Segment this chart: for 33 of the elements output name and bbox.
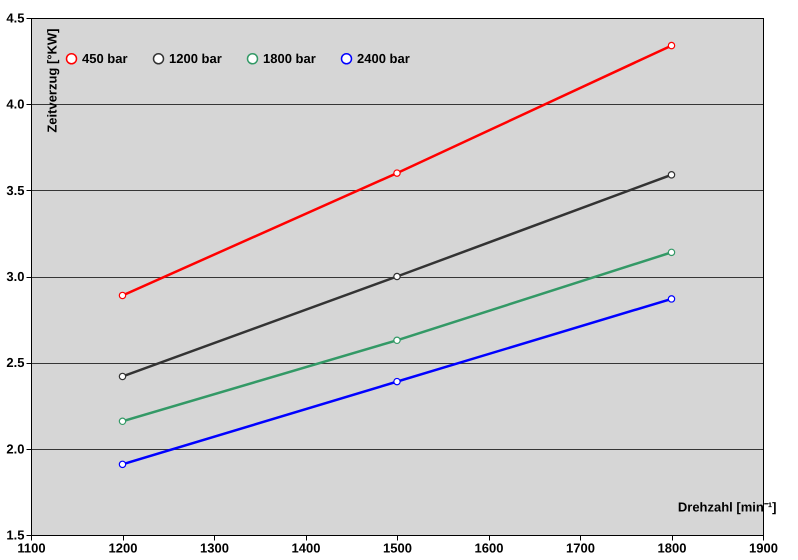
y-tick-label: 3.5 [6, 182, 24, 198]
x-tick-label: 1300 [200, 540, 229, 556]
y-tick-label: 1.5 [6, 528, 24, 542]
legend-label: 450 bar [82, 50, 128, 66]
point [393, 378, 401, 386]
point [118, 460, 126, 468]
y-tick-label: 4.0 [6, 96, 24, 112]
point [668, 248, 676, 256]
y-tick-label: 3.0 [6, 269, 24, 284]
x-tick-label: 1700 [566, 540, 595, 556]
x-tick-label: 1800 [658, 540, 686, 556]
x-tick-label: 1900 [749, 540, 778, 556]
x-tick-label: 1400 [292, 540, 320, 556]
legend-label: 1200 bar [169, 50, 222, 66]
y-axis-title: Zeitverzug [°KW] [44, 28, 60, 133]
point [393, 336, 401, 344]
legend-label: 1800 bar [263, 50, 316, 66]
x-tick-label: 1100 [17, 540, 46, 556]
y-tick-label: 2.0 [6, 441, 24, 456]
point [393, 272, 401, 280]
point [668, 171, 676, 179]
point [118, 292, 126, 300]
point [393, 169, 401, 177]
point [118, 418, 126, 426]
point [118, 372, 126, 380]
x-tick-label: 1500 [383, 540, 412, 556]
point [668, 42, 676, 50]
x-tick-label: 1200 [108, 540, 138, 556]
x-tick-label: 1600 [474, 540, 504, 556]
point [668, 295, 676, 303]
y-tick-label: 4.5 [6, 10, 24, 26]
legend-label: 2400 bar [357, 50, 410, 66]
y-tick-label: 2.5 [6, 355, 24, 370]
